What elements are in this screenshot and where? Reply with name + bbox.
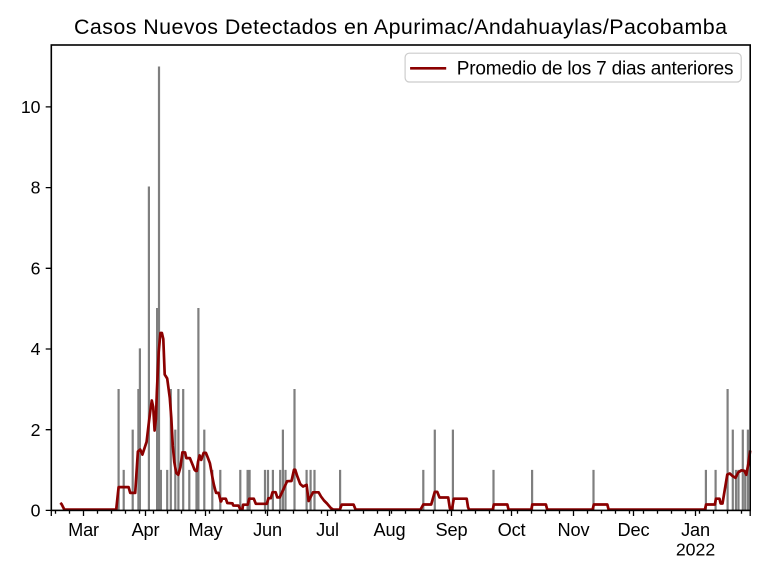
svg-text:2022: 2022 xyxy=(676,540,715,560)
svg-text:May: May xyxy=(189,520,224,540)
svg-text:2: 2 xyxy=(31,420,41,440)
svg-text:Promedio de los 7 dias anterio: Promedio de los 7 dias anteriores xyxy=(457,58,733,79)
svg-text:Oct: Oct xyxy=(498,520,526,540)
svg-text:10: 10 xyxy=(21,97,41,117)
svg-text:6: 6 xyxy=(31,258,41,278)
svg-text:Casos Nuevos Detectados en Apu: Casos Nuevos Detectados en Apurimac/Anda… xyxy=(74,15,727,39)
svg-text:Jul: Jul xyxy=(316,520,339,540)
svg-text:Aug: Aug xyxy=(374,520,406,540)
svg-text:Nov: Nov xyxy=(558,520,591,540)
svg-text:Sep: Sep xyxy=(436,520,468,540)
svg-text:Apr: Apr xyxy=(132,520,160,540)
svg-text:Dec: Dec xyxy=(618,520,650,540)
svg-text:0: 0 xyxy=(31,501,41,521)
svg-text:4: 4 xyxy=(31,339,41,359)
svg-text:Jan: Jan xyxy=(681,520,710,540)
svg-text:Jun: Jun xyxy=(253,520,282,540)
svg-text:8: 8 xyxy=(31,178,41,198)
svg-text:Mar: Mar xyxy=(68,520,99,540)
